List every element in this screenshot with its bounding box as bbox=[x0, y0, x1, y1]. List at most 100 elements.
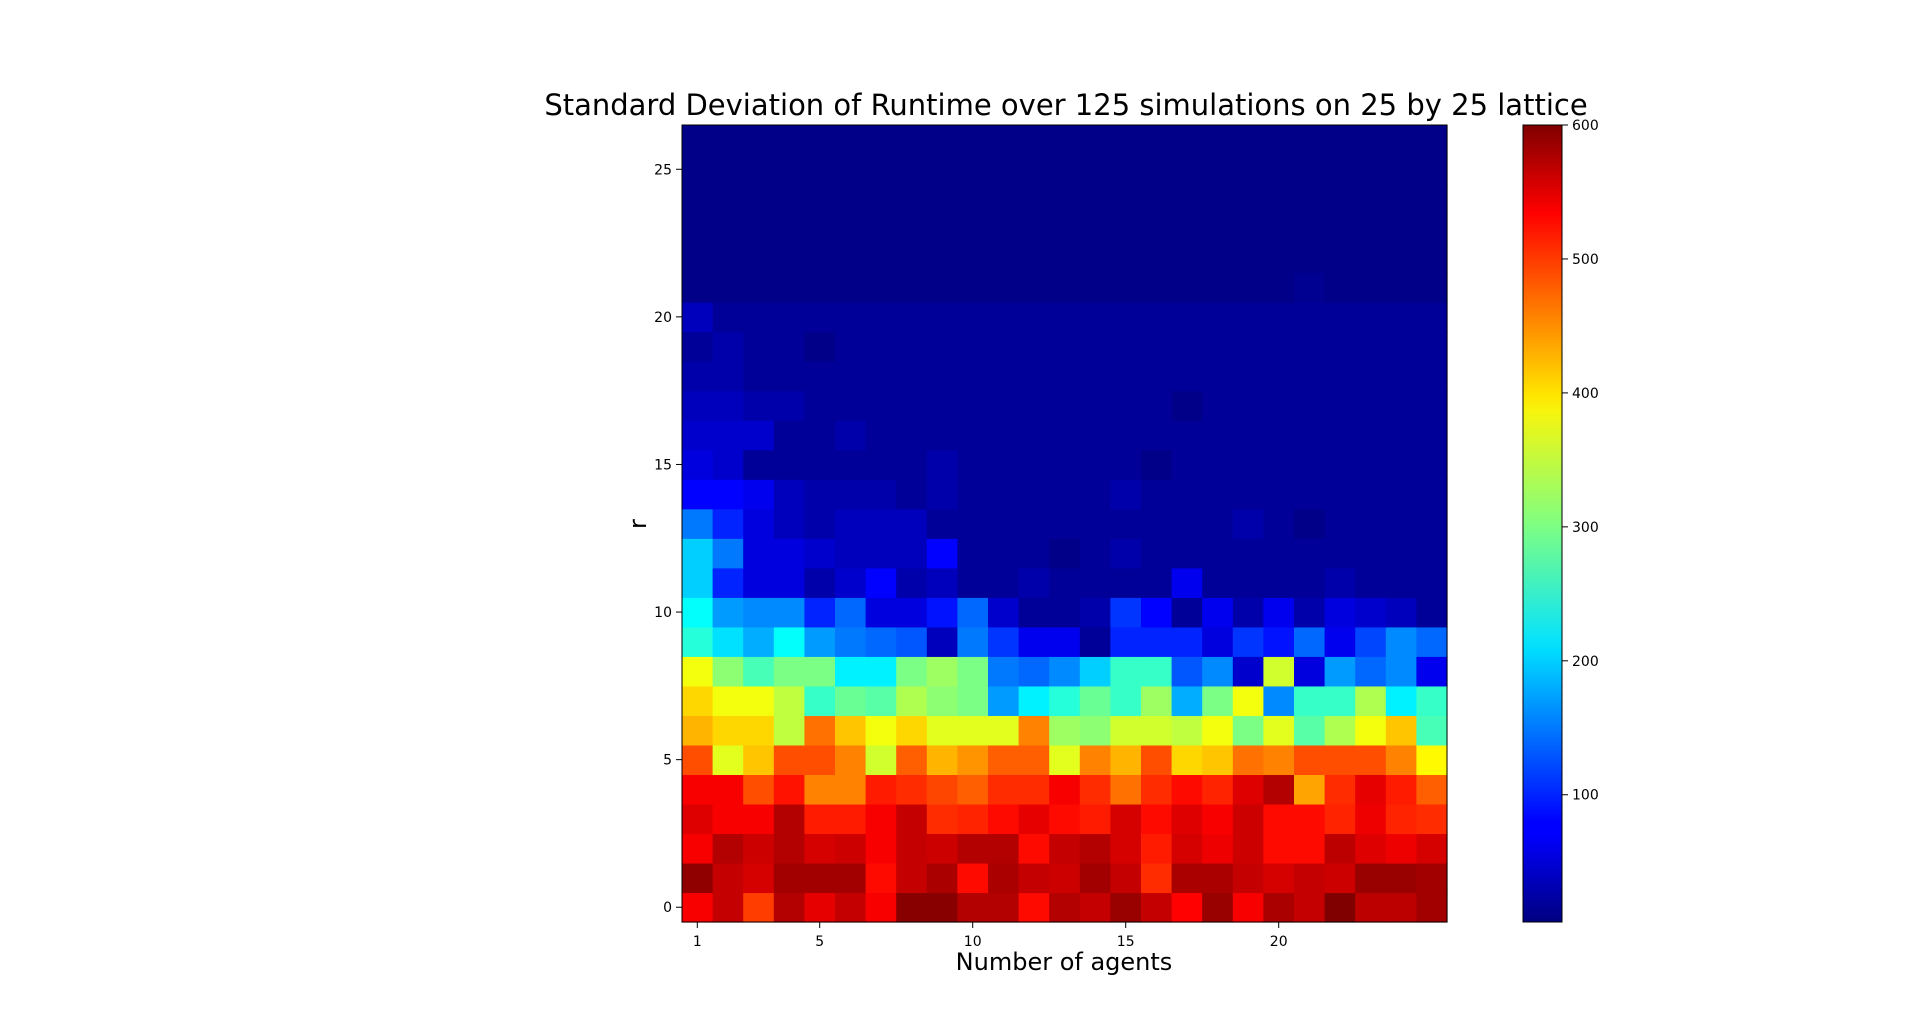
heatmap-cell bbox=[1171, 626, 1203, 657]
heatmap-cell bbox=[804, 213, 836, 244]
heatmap-cell bbox=[1202, 420, 1234, 451]
heatmap-cell bbox=[743, 715, 775, 746]
heatmap-cell bbox=[865, 361, 897, 392]
heatmap-cell bbox=[988, 685, 1020, 716]
heatmap-cell bbox=[1385, 449, 1417, 480]
heatmap-cell bbox=[1385, 272, 1417, 303]
heatmap-cell bbox=[1110, 361, 1142, 392]
heatmap-cell bbox=[957, 479, 989, 510]
heatmap-cell bbox=[1202, 538, 1234, 569]
x-tick-label: 1 bbox=[693, 934, 702, 950]
heatmap-cell bbox=[1263, 508, 1295, 539]
heatmap-cell bbox=[1263, 892, 1295, 923]
x-tick-label: 5 bbox=[815, 934, 824, 950]
heatmap-cell bbox=[1385, 862, 1417, 894]
heatmap-cell bbox=[1202, 715, 1234, 746]
heatmap-cell bbox=[988, 479, 1020, 510]
heatmap-cell bbox=[865, 449, 897, 480]
heatmap-cell bbox=[1232, 744, 1264, 776]
heatmap-cell bbox=[773, 154, 805, 185]
heatmap-cell bbox=[1049, 154, 1081, 185]
heatmap-cell bbox=[712, 803, 744, 835]
heatmap-cell bbox=[682, 862, 714, 894]
heatmap-cell bbox=[1232, 390, 1264, 421]
heatmap-cell bbox=[743, 626, 775, 657]
heatmap-cell bbox=[1141, 715, 1173, 746]
heatmap-cell bbox=[1294, 243, 1326, 274]
heatmap-cell bbox=[1079, 862, 1111, 894]
heatmap-cell bbox=[1079, 508, 1111, 539]
heatmap-cell bbox=[682, 361, 714, 392]
heatmap-cell bbox=[1355, 125, 1387, 156]
heatmap-cell bbox=[1294, 213, 1326, 244]
heatmap-cell bbox=[1324, 656, 1356, 687]
heatmap-cell bbox=[1385, 656, 1417, 687]
heatmap-cell bbox=[743, 597, 775, 628]
heatmap-cell bbox=[1385, 390, 1417, 421]
heatmap-cell bbox=[1141, 213, 1173, 244]
heatmap-cell bbox=[1324, 803, 1356, 835]
heatmap-cell bbox=[1141, 567, 1173, 598]
heatmap-cell bbox=[1141, 597, 1173, 628]
heatmap-cell bbox=[1018, 744, 1050, 776]
heatmap-cell bbox=[1049, 449, 1081, 480]
heatmap-cell bbox=[773, 302, 805, 333]
y-axis-ticks: 0 5 10 15 20 25 bbox=[654, 162, 682, 916]
heatmap-cell bbox=[835, 449, 867, 480]
heatmap-cell bbox=[743, 449, 775, 480]
heatmap-cell bbox=[1202, 243, 1234, 274]
heatmap-cell bbox=[1232, 125, 1264, 156]
heatmap-cell bbox=[682, 597, 714, 628]
heatmap-cell bbox=[1263, 685, 1295, 716]
heatmap-cell bbox=[1079, 184, 1111, 215]
heatmap-cell bbox=[804, 125, 836, 156]
heatmap-cell bbox=[1202, 184, 1234, 215]
heatmap-cell bbox=[835, 184, 867, 215]
heatmap-cell bbox=[1263, 715, 1295, 746]
heatmap-cell bbox=[1355, 154, 1387, 185]
heatmap-cell bbox=[682, 272, 714, 303]
heatmap-cell bbox=[1110, 597, 1142, 628]
heatmap-cell bbox=[835, 420, 867, 451]
heatmap-cell bbox=[1018, 272, 1050, 303]
heatmap-cell bbox=[743, 125, 775, 156]
heatmap-cell bbox=[1018, 331, 1050, 362]
heatmap-cell bbox=[712, 744, 744, 776]
heatmap-cell bbox=[1263, 243, 1295, 274]
heatmap-cell bbox=[1079, 361, 1111, 392]
heatmap-cell bbox=[773, 361, 805, 392]
y-axis-label: r bbox=[624, 519, 652, 529]
heatmap-cell bbox=[1324, 715, 1356, 746]
heatmap-cell bbox=[1416, 567, 1448, 598]
heatmap-cell bbox=[1110, 744, 1142, 776]
heatmap-cell bbox=[773, 243, 805, 274]
heatmap-cell bbox=[896, 538, 928, 569]
heatmap-cell bbox=[1110, 567, 1142, 598]
plot-frame bbox=[681, 124, 1448, 923]
heatmap-cell bbox=[773, 803, 805, 835]
heatmap-cell bbox=[1110, 538, 1142, 569]
heatmap-cell bbox=[1263, 597, 1295, 628]
heatmap-cell bbox=[1110, 803, 1142, 835]
heatmap-cell bbox=[712, 597, 744, 628]
heatmap-cell bbox=[1355, 420, 1387, 451]
heatmap-cell bbox=[712, 243, 744, 274]
heatmap-cell bbox=[1202, 213, 1234, 244]
heatmap-cell bbox=[1294, 331, 1326, 362]
heatmap-cell bbox=[1324, 331, 1356, 362]
heatmap-cell bbox=[682, 833, 714, 864]
heatmap-cell bbox=[1018, 125, 1050, 156]
heatmap-cell bbox=[773, 449, 805, 480]
heatmap-cell bbox=[957, 656, 989, 687]
heatmap-cell bbox=[988, 213, 1020, 244]
heatmap-cell bbox=[1141, 774, 1173, 805]
heatmap-cell bbox=[1385, 626, 1417, 657]
heatmap-cell bbox=[1385, 803, 1417, 835]
heatmap-cell bbox=[1232, 302, 1264, 333]
heatmap-cell bbox=[1202, 508, 1234, 539]
heatmap-cell bbox=[1110, 656, 1142, 687]
heatmap-cell bbox=[712, 862, 744, 894]
heatmap-cell bbox=[712, 154, 744, 185]
y-tick-label: 15 bbox=[654, 457, 672, 473]
heatmap-cell bbox=[957, 302, 989, 333]
